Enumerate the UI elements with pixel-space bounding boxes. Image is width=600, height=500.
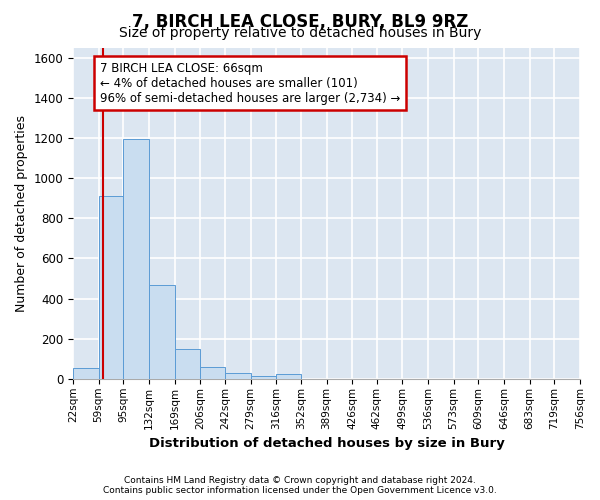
Text: Contains public sector information licensed under the Open Government Licence v3: Contains public sector information licen…: [103, 486, 497, 495]
Bar: [251, 376, 276, 379]
Bar: [98, 196, 124, 379]
Y-axis label: Number of detached properties: Number of detached properties: [15, 114, 28, 312]
Bar: [225, 374, 251, 379]
Text: 7, BIRCH LEA CLOSE, BURY, BL9 9RZ: 7, BIRCH LEA CLOSE, BURY, BL9 9RZ: [132, 12, 468, 30]
Bar: [124, 139, 149, 379]
Bar: [149, 284, 175, 379]
Text: Contains HM Land Registry data © Crown copyright and database right 2024.: Contains HM Land Registry data © Crown c…: [124, 476, 476, 485]
Bar: [175, 349, 200, 379]
Bar: [200, 367, 225, 379]
Text: Size of property relative to detached houses in Bury: Size of property relative to detached ho…: [119, 26, 481, 40]
X-axis label: Distribution of detached houses by size in Bury: Distribution of detached houses by size …: [149, 437, 505, 450]
Bar: [276, 374, 301, 379]
Text: 7 BIRCH LEA CLOSE: 66sqm
← 4% of detached houses are smaller (101)
96% of semi-d: 7 BIRCH LEA CLOSE: 66sqm ← 4% of detache…: [100, 62, 400, 104]
Bar: [73, 368, 98, 379]
